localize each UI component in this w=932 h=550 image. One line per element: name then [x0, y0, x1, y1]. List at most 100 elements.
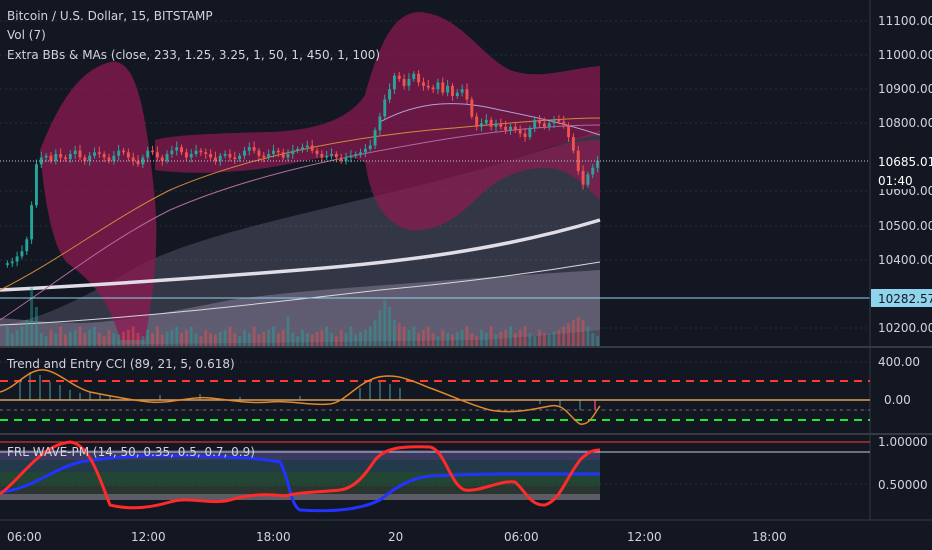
candle-body [567, 125, 571, 137]
volume-bar [441, 329, 445, 346]
candle-body [451, 85, 454, 97]
volume-bars [5, 287, 600, 346]
volume-bar [25, 320, 29, 346]
volume-bar [15, 329, 19, 346]
candle-body [392, 75, 396, 90]
candle-body [310, 145, 314, 151]
candle-body [581, 171, 585, 185]
candle-body [470, 99, 474, 117]
volume-bar [238, 336, 242, 346]
volume-bar [93, 326, 96, 346]
chart-legend[interactable]: Bitcoin / U.S. Dollar, 15, BITSTAMP Vol … [6, 9, 380, 459]
candle-body [131, 157, 135, 161]
volume-bar [126, 329, 130, 346]
candle-body [204, 152, 208, 155]
volume-bar [378, 310, 382, 346]
volume-bar [417, 333, 421, 346]
cci-histogram [19, 372, 596, 410]
wave-indicator-label[interactable]: FRL WAVE-PM (14, 50, 0.35, 0.5, 0.7, 0.9… [7, 445, 255, 459]
candle-body [194, 150, 198, 155]
volume-bar [596, 336, 600, 346]
volume-bar [412, 326, 416, 346]
volume-bar [383, 300, 387, 346]
candle-body [509, 126, 512, 131]
candle-body [552, 119, 556, 124]
time-tick: 06:00 [504, 530, 539, 544]
volume-bar [213, 334, 217, 346]
volume-bar [281, 329, 285, 346]
candle-body [421, 82, 425, 86]
candle-body [363, 148, 367, 153]
candle-body [465, 89, 469, 100]
wave-blue-line [0, 454, 600, 513]
candle-body [402, 78, 406, 86]
cci-panel[interactable] [0, 361, 870, 425]
volume-bar [88, 329, 92, 346]
volume-bar [538, 329, 541, 346]
volume-indicator-label[interactable]: Vol (7) [7, 28, 46, 42]
volume-bar [571, 320, 575, 346]
volume-bar [160, 334, 164, 346]
candle-body [126, 152, 130, 158]
candle-body [484, 119, 488, 124]
volume-bar [54, 333, 58, 346]
candle-body [315, 150, 319, 155]
volume-bar [204, 329, 208, 346]
candle-body [267, 154, 271, 158]
candle-body [281, 152, 285, 158]
volume-bar [30, 287, 34, 346]
volume-bar [209, 333, 213, 346]
cci-indicator-label[interactable]: Trend and Entry CCI (89, 21, 5, 0.618) [6, 357, 235, 371]
volume-bar [368, 326, 372, 346]
time-axis[interactable]: 06:00 12:00 18:00 20 06:00 12:00 18:00 [0, 519, 932, 544]
volume-bar [426, 326, 430, 346]
wave-tick: 0.50000 [878, 478, 928, 492]
price-axis[interactable]: 11100.00 11000.00 10900.00 10800.00 1060… [871, 14, 932, 492]
candle-body [426, 85, 430, 88]
candle-body [107, 157, 111, 161]
bollinger-bands [0, 12, 600, 346]
price-tick: 10200.00 [878, 321, 932, 335]
candle-body [301, 147, 304, 149]
candle-body [586, 174, 590, 185]
countdown-badge [871, 172, 911, 189]
candle-body [499, 123, 503, 127]
symbol-title[interactable]: Bitcoin / U.S. Dollar, 15, BITSTAMP [7, 9, 213, 23]
candle-body [175, 147, 179, 151]
volume-bar [339, 329, 343, 346]
candle-body [494, 123, 498, 127]
candle-body [247, 147, 251, 151]
volume-bar [39, 333, 43, 346]
volume-bar [504, 329, 508, 346]
volume-bar [272, 326, 275, 346]
candle-body [276, 150, 280, 153]
candle-body [165, 154, 169, 161]
volume-bar [180, 333, 184, 346]
volume-bar [267, 329, 271, 346]
volume-bar [97, 333, 101, 346]
candle-body [305, 145, 309, 148]
volume-bar [528, 333, 532, 346]
candle-body [213, 157, 217, 161]
candle-body [228, 154, 232, 158]
wave-panel[interactable] [0, 440, 870, 513]
candle-body [170, 150, 174, 155]
price-tick: 11100.00 [878, 14, 932, 28]
volume-bar [344, 333, 348, 346]
volume-bar [388, 307, 392, 346]
volume-bar [547, 334, 551, 346]
volume-bar [576, 316, 580, 346]
volume-bar [122, 331, 125, 346]
volume-bar [591, 333, 595, 346]
volume-bar [5, 326, 9, 346]
candle-body [354, 154, 358, 156]
candle-body [562, 121, 566, 126]
candle-body [436, 82, 440, 90]
volume-bar [228, 326, 232, 346]
volume-bar [141, 336, 145, 346]
bbs-indicator-label[interactable]: Extra BBs & MAs (close, 233, 1.25, 3.25,… [7, 48, 380, 62]
time-tick: 12:00 [131, 530, 166, 544]
candle-body [513, 126, 517, 131]
